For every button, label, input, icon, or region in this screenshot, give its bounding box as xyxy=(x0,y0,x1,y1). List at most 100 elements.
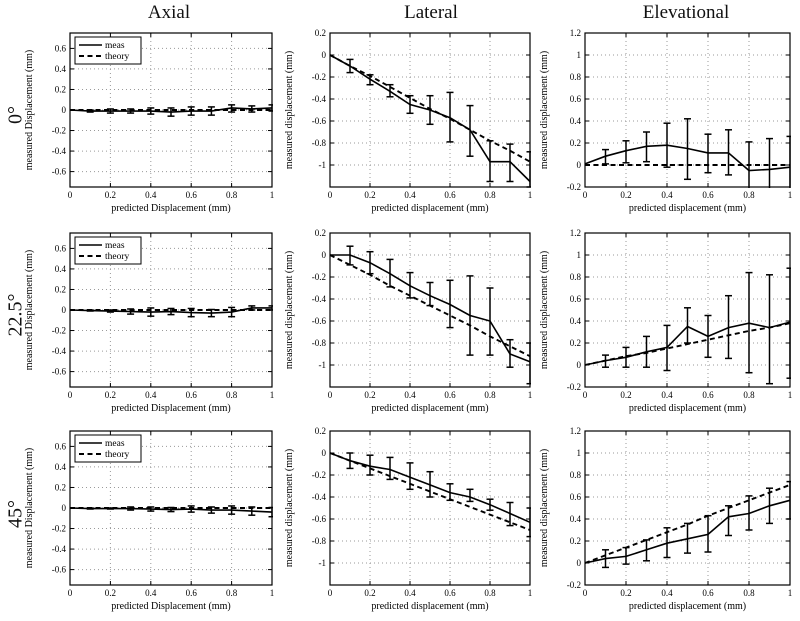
svg-text:0.4: 0.4 xyxy=(570,514,582,524)
svg-text:-0.6: -0.6 xyxy=(52,565,67,575)
svg-text:1: 1 xyxy=(577,448,582,458)
subplot-45deg-elevational: 0 0.2 0.4 0.6 0.8 1-0.200.20.40.60.811.2predi… xyxy=(539,426,793,612)
subplot-22-5deg-lateral: 0 0.2 0.4 0.6 0.8 1 -1 -0.8 -0.6 -0.4 -0.2 0 0.2 pred… xyxy=(284,228,532,414)
svg-text:0.8: 0.8 xyxy=(484,390,496,400)
svg-text:0.6: 0.6 xyxy=(570,294,582,304)
svg-text:predicted Displacement (mm): predicted Displacement (mm) xyxy=(111,203,230,214)
svg-text:0: 0 xyxy=(577,160,582,170)
svg-text:1.2: 1.2 xyxy=(570,28,581,38)
svg-text:1: 1 xyxy=(577,250,582,260)
svg-text:0: 0 xyxy=(328,190,333,200)
svg-text:0.4: 0.4 xyxy=(570,116,582,126)
subplot-22-5deg-elevational: 0 0.2 0.4 0.6 0.8 1-0.200.20.40.60.811.2predi… xyxy=(539,228,793,414)
svg-text:0.2: 0.2 xyxy=(364,190,375,200)
svg-text:theory: theory xyxy=(105,52,130,62)
svg-text:predicted displacement (mm): predicted displacement (mm) xyxy=(629,601,746,612)
svg-text:predicted displacement (mm): predicted displacement (mm) xyxy=(371,203,488,214)
svg-text:0: 0 xyxy=(577,360,582,370)
svg-text:0: 0 xyxy=(322,448,327,458)
svg-text:0.2: 0.2 xyxy=(620,190,631,200)
svg-text:0.2: 0.2 xyxy=(315,228,326,238)
svg-text:0: 0 xyxy=(68,588,73,598)
svg-text:0.6: 0.6 xyxy=(570,492,582,502)
svg-text:0.8: 0.8 xyxy=(226,190,238,200)
svg-text:-0.8: -0.8 xyxy=(312,138,327,148)
svg-text:-0.4: -0.4 xyxy=(52,544,67,554)
svg-text:0.8: 0.8 xyxy=(570,272,582,282)
svg-text:0.6: 0.6 xyxy=(702,390,714,400)
svg-text:measured Displacement (mm): measured Displacement (mm) xyxy=(24,50,35,171)
svg-text:0.2: 0.2 xyxy=(105,588,116,598)
svg-text:0.6: 0.6 xyxy=(186,190,198,200)
svg-text:0.2: 0.2 xyxy=(105,390,116,400)
svg-text:0.4: 0.4 xyxy=(661,190,673,200)
svg-text:1.2: 1.2 xyxy=(570,228,581,238)
svg-text:0.2: 0.2 xyxy=(315,426,326,436)
svg-text:0.8: 0.8 xyxy=(743,190,755,200)
svg-text:1: 1 xyxy=(788,390,793,400)
svg-text:0.6: 0.6 xyxy=(702,588,714,598)
svg-text:0.4: 0.4 xyxy=(55,462,67,472)
svg-text:0: 0 xyxy=(62,105,67,115)
svg-text:0: 0 xyxy=(322,250,327,260)
svg-text:-0.4: -0.4 xyxy=(52,146,67,156)
svg-text:0: 0 xyxy=(68,190,73,200)
legend-box xyxy=(74,36,142,65)
svg-text:-0.2: -0.2 xyxy=(567,580,581,590)
svg-text:0.2: 0.2 xyxy=(55,84,66,94)
svg-text:0.8: 0.8 xyxy=(570,470,582,480)
svg-text:0.4: 0.4 xyxy=(570,316,582,326)
svg-text:measured displacement (mm): measured displacement (mm) xyxy=(284,51,295,169)
svg-text:meas: meas xyxy=(105,439,125,449)
svg-text:measured displacement (mm): measured displacement (mm) xyxy=(539,251,550,369)
svg-text:0.4: 0.4 xyxy=(145,588,157,598)
svg-text:-0.2: -0.2 xyxy=(52,524,66,534)
svg-text:measured Displacement (mm): measured Displacement (mm) xyxy=(24,448,35,569)
svg-text:-0.2: -0.2 xyxy=(312,470,326,480)
svg-text:0.4: 0.4 xyxy=(145,390,157,400)
svg-text:0: 0 xyxy=(583,588,588,598)
svg-text:0.8: 0.8 xyxy=(226,390,238,400)
svg-text:0.6: 0.6 xyxy=(55,243,67,253)
svg-text:-0.6: -0.6 xyxy=(312,514,327,524)
svg-text:0: 0 xyxy=(583,190,588,200)
svg-text:measured displacement (mm): measured displacement (mm) xyxy=(539,449,550,567)
svg-text:0: 0 xyxy=(322,50,327,60)
svg-text:0.2: 0.2 xyxy=(364,588,375,598)
legend-box xyxy=(74,434,142,463)
svg-text:-0.6: -0.6 xyxy=(52,367,67,377)
svg-text:theory: theory xyxy=(105,450,130,460)
svg-text:1: 1 xyxy=(788,190,793,200)
subplot-45deg-axial: 0 0.2 0.4 0.6 0.8 1 -0.6 -0.4 -0.2 0 0.2 0.4 0.6 pred… xyxy=(24,430,274,612)
svg-text:0: 0 xyxy=(328,588,333,598)
svg-text:0.6: 0.6 xyxy=(186,588,198,598)
svg-text:predicted Displacement (mm): predicted Displacement (mm) xyxy=(111,403,230,414)
subplot-45deg-lateral: 0 0.2 0.4 0.6 0.8 1 -1 -0.8 -0.6 -0.4 -0.2 0 0.2 pred… xyxy=(284,426,532,612)
subplot-22-5deg-axial: 0 0.2 0.4 0.6 0.8 1 -0.6 -0.4 -0.2 0 0.2 0.4 0.6 pred… xyxy=(24,232,274,414)
svg-text:0.8: 0.8 xyxy=(226,588,238,598)
svg-text:1: 1 xyxy=(788,588,793,598)
svg-text:-0.4: -0.4 xyxy=(312,492,327,502)
svg-text:predicted Displacement (mm): predicted Displacement (mm) xyxy=(111,601,230,612)
svg-text:1.2: 1.2 xyxy=(570,426,581,436)
svg-text:0.4: 0.4 xyxy=(55,264,67,274)
column-title-elevational: Elevational xyxy=(642,2,730,23)
svg-text:0.2: 0.2 xyxy=(55,482,66,492)
svg-text:-0.8: -0.8 xyxy=(312,536,327,546)
svg-text:0.2: 0.2 xyxy=(364,390,375,400)
svg-text:0.2: 0.2 xyxy=(55,284,66,294)
svg-text:1: 1 xyxy=(577,50,582,60)
svg-text:0.2: 0.2 xyxy=(105,190,116,200)
svg-text:0: 0 xyxy=(577,558,582,568)
svg-text:0.6: 0.6 xyxy=(55,441,67,451)
svg-text:measured displacement (mm): measured displacement (mm) xyxy=(284,251,295,369)
svg-text:0.6: 0.6 xyxy=(444,190,456,200)
svg-text:-0.8: -0.8 xyxy=(312,338,327,348)
svg-text:0.4: 0.4 xyxy=(661,588,673,598)
svg-text:0.8: 0.8 xyxy=(570,72,582,82)
svg-text:predicted displacement (mm): predicted displacement (mm) xyxy=(371,403,488,414)
svg-text:0.2: 0.2 xyxy=(620,588,631,598)
svg-text:0: 0 xyxy=(328,390,333,400)
svg-text:0.6: 0.6 xyxy=(444,390,456,400)
